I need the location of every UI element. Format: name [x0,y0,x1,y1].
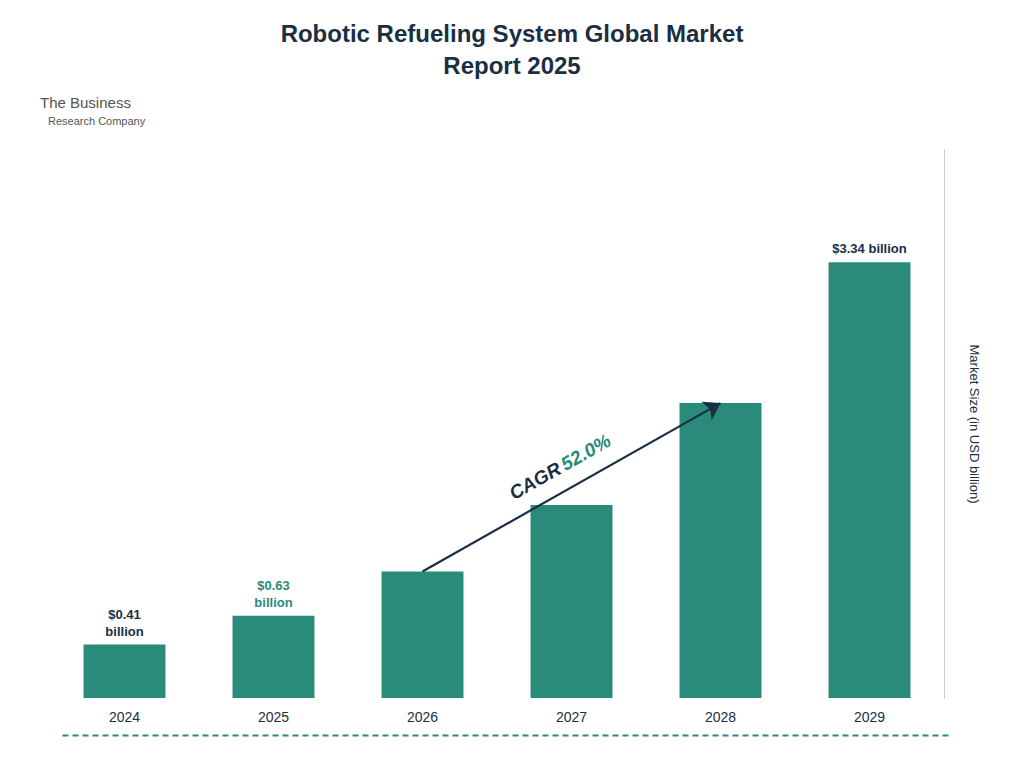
svg-text:The Business: The Business [40,94,131,111]
svg-text:$0.41: $0.41 [108,607,141,622]
svg-text:2024: 2024 [109,709,140,725]
svg-text:2027: 2027 [556,709,587,725]
svg-text:2025: 2025 [258,709,289,725]
svg-text:$0.63: $0.63 [257,578,290,593]
svg-text:Report 2025: Report 2025 [443,52,580,79]
svg-text:Market Size (in USD billion): Market Size (in USD billion) [967,345,982,504]
svg-text:billion: billion [254,595,292,610]
svg-text:2029: 2029 [854,709,885,725]
svg-text:CAGR: CAGR [506,458,565,504]
svg-text:billion: billion [105,624,143,639]
svg-text:2028: 2028 [705,709,736,725]
svg-text:$3.34 billion: $3.34 billion [832,241,906,256]
svg-text:2026: 2026 [407,709,438,725]
svg-text:52.0%: 52.0% [557,430,614,475]
svg-text:Robotic Refueling System Globa: Robotic Refueling System Global Market [281,20,744,47]
svg-text:Research Company: Research Company [48,115,146,127]
